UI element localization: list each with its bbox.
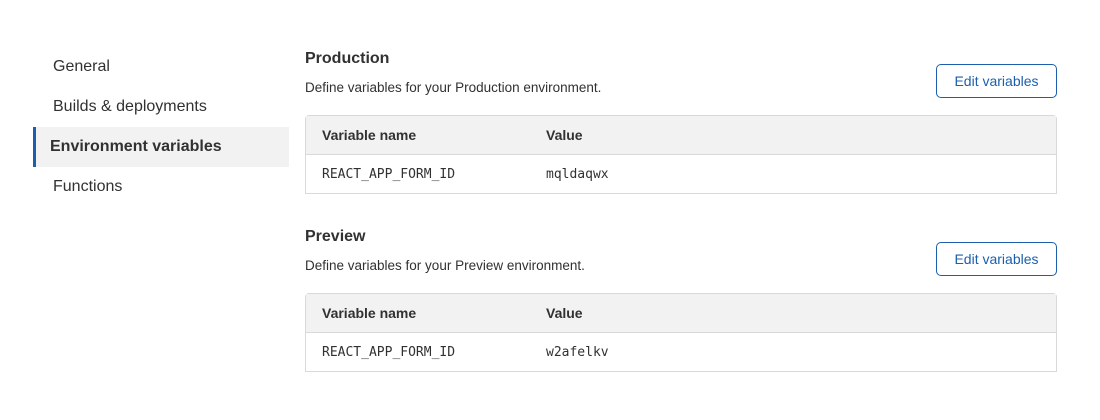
production-edit-variables-button[interactable]: Edit variables xyxy=(936,64,1057,98)
production-variables-table: Variable name Value REACT_APP_FORM_ID mq… xyxy=(305,115,1057,194)
preview-edit-variables-button[interactable]: Edit variables xyxy=(936,242,1057,276)
variable-name: REACT_APP_FORM_ID xyxy=(322,166,456,182)
variable-value: w2afelkv xyxy=(546,344,609,360)
sidebar-item-environment-variables[interactable]: Environment variables xyxy=(33,127,289,167)
preview-title: Preview xyxy=(305,228,366,245)
sidebar-item-builds-deployments[interactable]: Builds & deployments xyxy=(53,98,207,115)
preview-variables-table: Variable name Value REACT_APP_FORM_ID w2… xyxy=(305,293,1057,372)
table-header: Variable name Value xyxy=(306,116,1056,155)
column-header-name: Variable name xyxy=(322,305,417,321)
variable-name: REACT_APP_FORM_ID xyxy=(322,344,456,360)
production-description: Define variables for your Production env… xyxy=(305,80,602,95)
column-header-name: Variable name xyxy=(322,127,417,143)
settings-sidebar: General Builds & deployments Environment… xyxy=(33,47,289,207)
table-header: Variable name Value xyxy=(306,294,1056,333)
production-title: Production xyxy=(305,50,390,67)
column-header-value: Value xyxy=(546,305,583,321)
column-header-value: Value xyxy=(546,127,583,143)
variable-value: mqldaqwx xyxy=(546,166,609,182)
preview-description: Define variables for your Preview enviro… xyxy=(305,258,585,273)
sidebar-item-functions[interactable]: Functions xyxy=(53,178,123,195)
table-row: REACT_APP_FORM_ID w2afelkv xyxy=(306,333,1056,371)
sidebar-item-general[interactable]: General xyxy=(53,58,110,75)
table-row: REACT_APP_FORM_ID mqldaqwx xyxy=(306,155,1056,193)
